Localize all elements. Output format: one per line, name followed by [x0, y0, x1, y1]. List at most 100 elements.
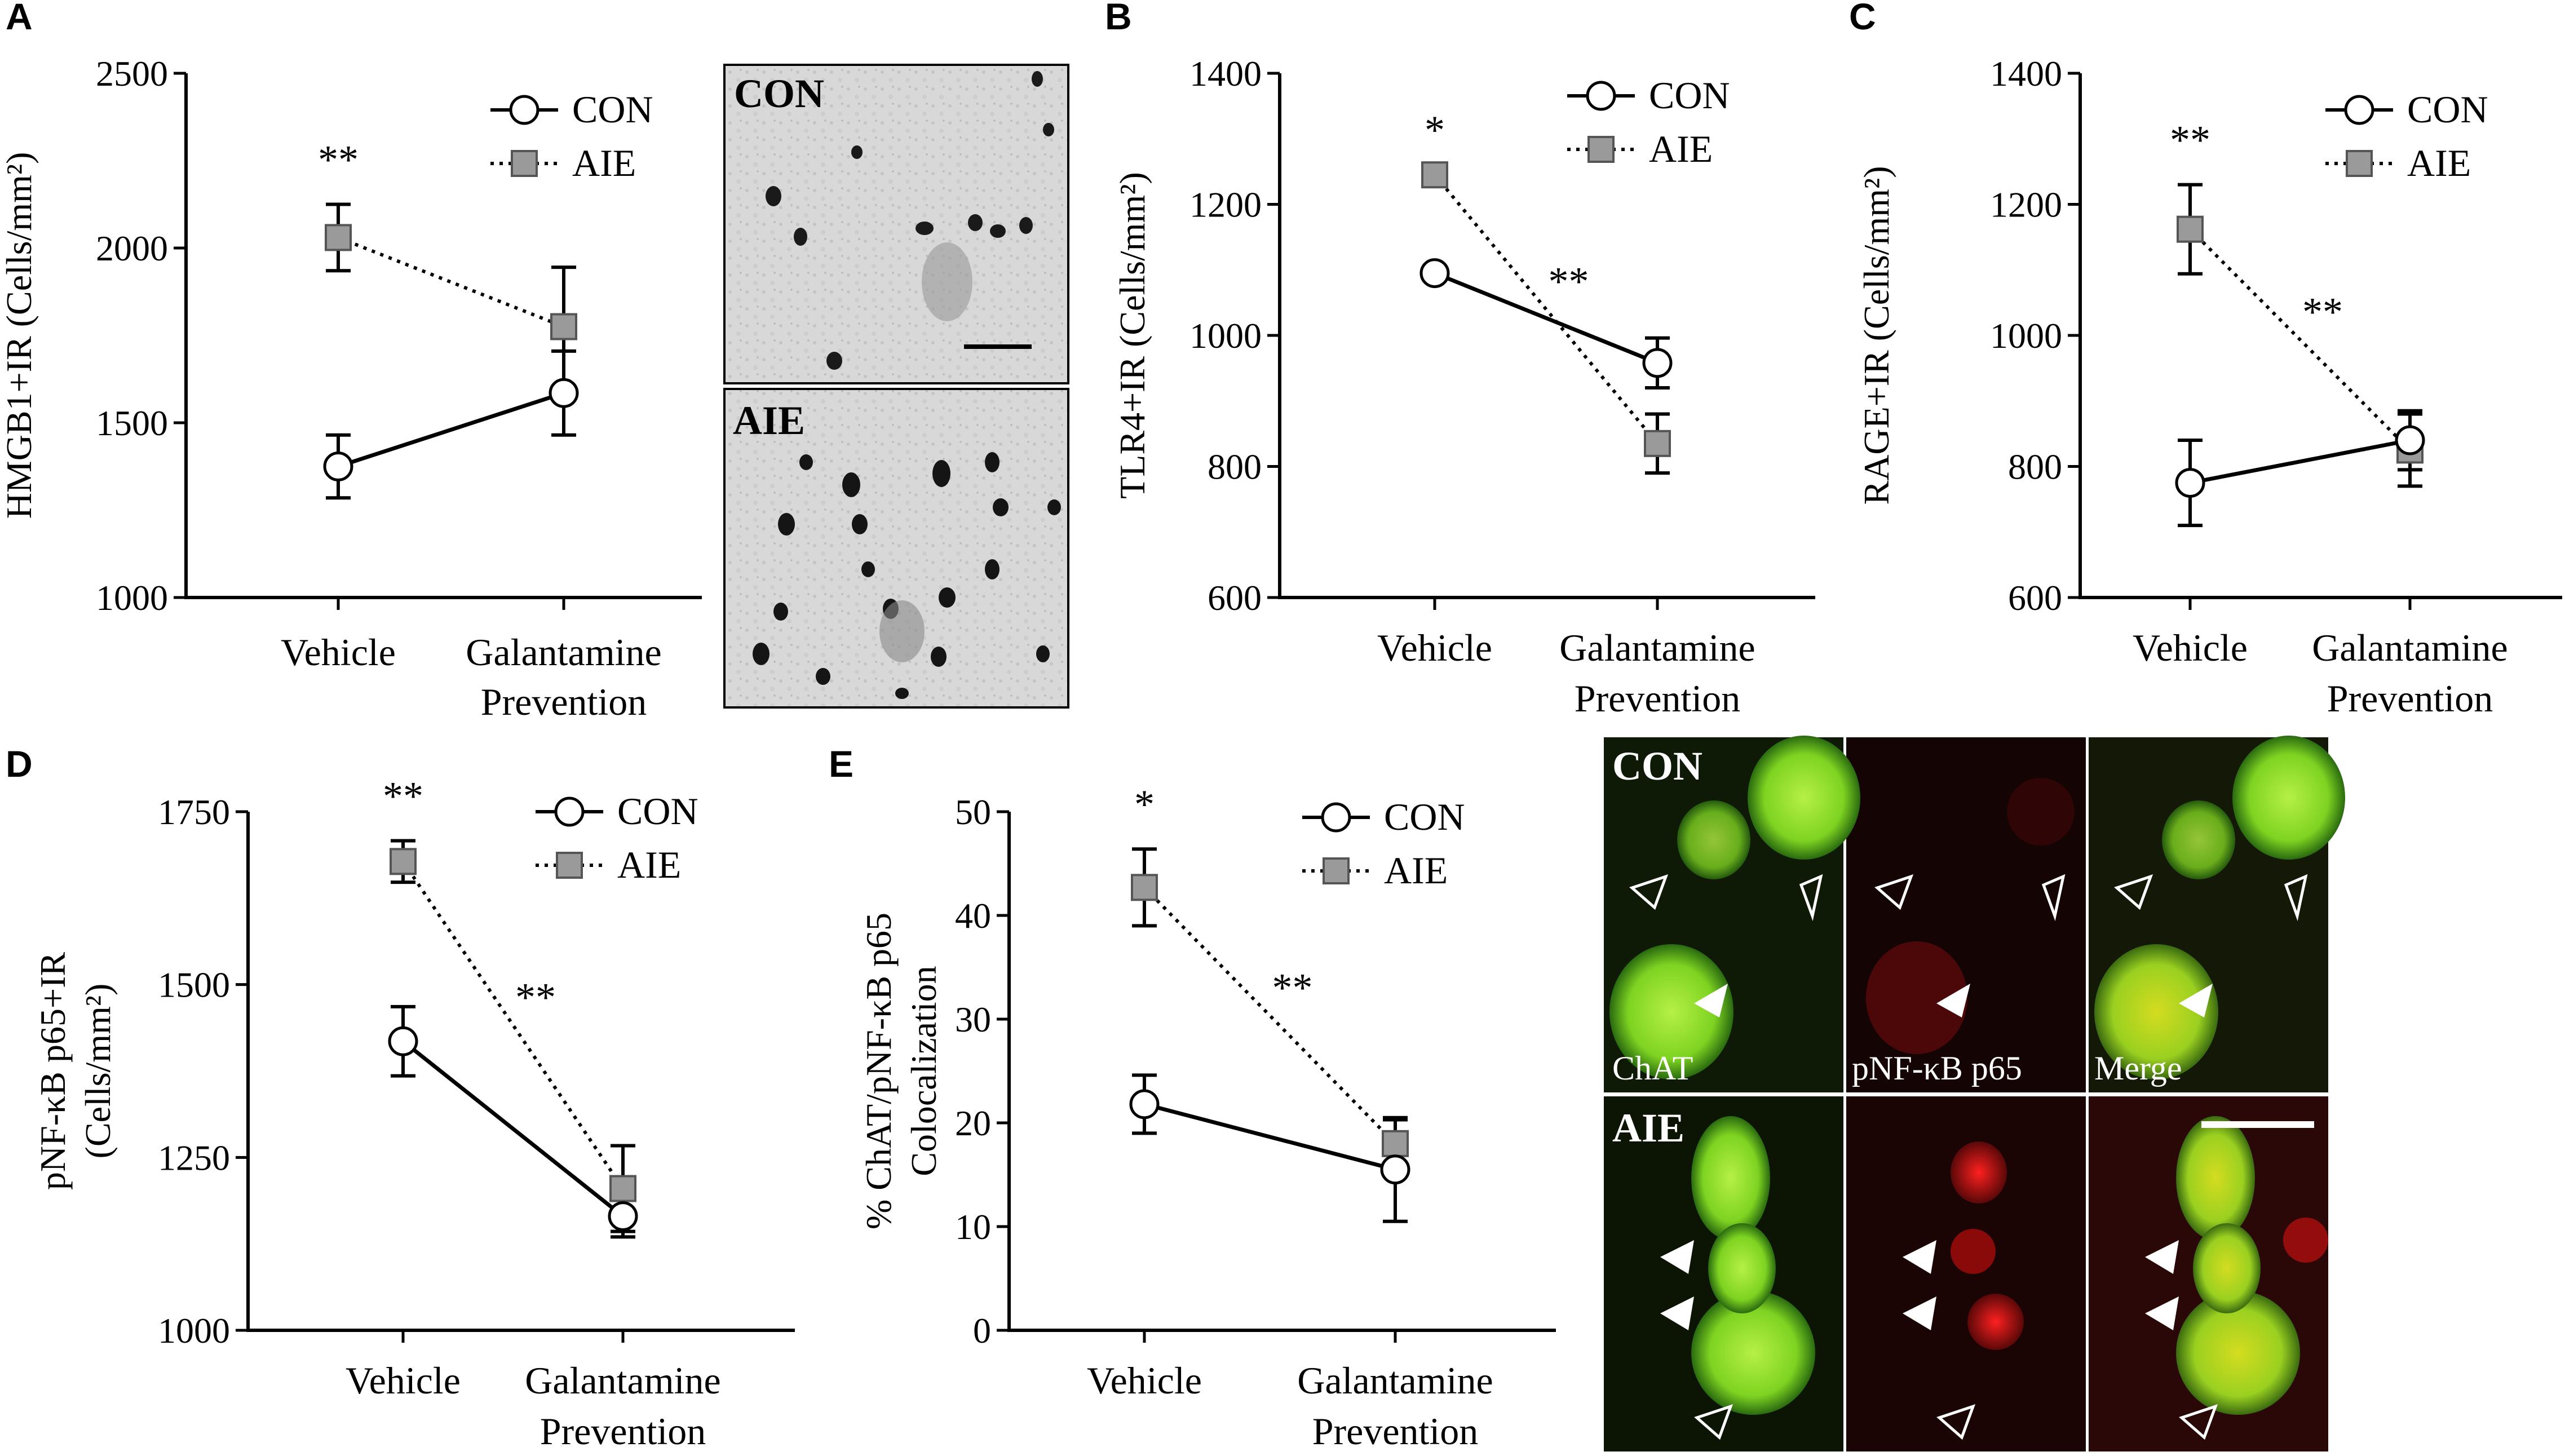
fluorescence-grid: CON AIE ChAT pNF-κB p65 Merge: [1604, 736, 2345, 1451]
micrograph-a-con-label: CON: [734, 71, 824, 116]
y-tick-label: 1500: [158, 965, 230, 1005]
series-line-con: [1144, 1102, 1396, 1172]
legend-marker-aie: [2346, 150, 2373, 177]
y-tick-label: 1000: [1990, 316, 2062, 356]
legend-label-con: CON: [1384, 795, 1465, 838]
y-tick-label: 1250: [158, 1138, 230, 1178]
fluor-channel-pnfkb-label: pNF-κB p65: [1852, 1050, 2022, 1087]
micrograph-a-con: CON: [723, 64, 1069, 384]
legend-marker-con: [1321, 802, 1351, 833]
data-point-aie: [1421, 161, 1448, 189]
legend-label-con: CON: [617, 790, 698, 833]
panel-letter-e: E: [829, 743, 853, 785]
series-line-con: [1434, 271, 1659, 365]
x-tick-label-line2: Prevention: [2327, 677, 2493, 720]
data-point-aie: [390, 848, 417, 875]
y-axis-label: % ChAT/pNF-κB p65: [859, 913, 899, 1229]
chart-panel-a: 1000 1500 2000 2500 Vehicle Galantamine Preven…: [0, 54, 702, 723]
legend-marker-con: [509, 95, 539, 125]
charts-layer: 1000 1500 2000 2500 Vehicle Galantamine Preven…: [0, 54, 2562, 1453]
micrograph-a-aie-label: AIE: [733, 398, 805, 443]
fluor-row-con-label: CON: [1612, 744, 1702, 789]
significance-marker: *: [1425, 108, 1445, 153]
chart-panel-d: 1000 1250 1500 1750 Vehicle Galantamine Preven…: [33, 774, 795, 1453]
x-tick-label-line2: Prevention: [481, 680, 647, 723]
data-point-con: [1419, 258, 1450, 289]
y-tick-label: 2500: [96, 54, 168, 94]
x-tick-label-line2: Prevention: [1312, 1410, 1479, 1453]
legend-marker-aie: [1323, 857, 1350, 884]
significance-marker: **: [2170, 118, 2210, 163]
chart-panel-b: 600 800 1000 1200 1400 Vehicle Galantamine Prev…: [1112, 54, 1815, 720]
significance-marker: **: [515, 975, 556, 1020]
legend-label-aie: AIE: [572, 141, 636, 184]
data-point-con: [549, 378, 579, 408]
x-tick-label: Galantamine: [1297, 1359, 1493, 1402]
fluor-row-aie-label: AIE: [1612, 1105, 1684, 1150]
panel-letter-c: C: [1849, 0, 1876, 37]
x-tick-label: Vehicle: [2133, 626, 2248, 669]
x-tick-label: Vehicle: [346, 1359, 461, 1402]
legend-label-aie: AIE: [1384, 849, 1448, 892]
significance-marker: *: [1134, 782, 1155, 827]
y-tick-label: 20: [955, 1103, 991, 1143]
series-line-aie: [1143, 886, 1397, 1145]
data-point-con: [1642, 348, 1673, 378]
series-line-con: [2190, 438, 2411, 485]
y-axis-label: RAGE+IR (Cells/mm²): [1856, 166, 1896, 504]
x-tick-label: Vehicle: [281, 631, 396, 674]
y-tick-label: 1000: [96, 578, 168, 618]
series-line-aie: [1433, 174, 1659, 445]
data-point-con: [608, 1201, 638, 1232]
data-point-aie: [609, 1175, 636, 1202]
data-point-aie: [2177, 215, 2204, 243]
legend-label-aie: AIE: [617, 843, 681, 886]
y-tick-label: 10: [955, 1207, 991, 1247]
x-tick-label-line2: Prevention: [1575, 677, 1741, 720]
panel-letter-b: B: [1105, 0, 1132, 37]
x-tick-label: Galantamine: [2312, 626, 2507, 669]
y-tick-label: 0: [973, 1311, 991, 1351]
data-point-con: [323, 452, 353, 481]
y-tick-label: 1000: [158, 1311, 230, 1351]
x-tick-label: Galantamine: [525, 1359, 720, 1402]
x-tick-label: Vehicle: [1087, 1359, 1202, 1402]
legend-marker-aie: [556, 852, 583, 879]
legend-label-aie: AIE: [1649, 127, 1713, 170]
y-axis-label: Colocalization: [904, 966, 944, 1176]
series-line-con: [337, 391, 565, 468]
y-tick-label: 1000: [1189, 316, 1262, 356]
data-point-con: [388, 1026, 418, 1056]
data-point-aie: [325, 224, 352, 251]
legend-label-con: CON: [572, 88, 653, 131]
x-tick-label: Galantamine: [466, 631, 661, 674]
x-tick-label-line2: Prevention: [540, 1410, 706, 1453]
series-line-aie: [2188, 228, 2412, 452]
y-tick-label: 600: [2008, 578, 2062, 618]
legend-marker-con: [2344, 95, 2374, 125]
panel-letter-d: D: [6, 743, 33, 785]
legend-marker-aie: [511, 150, 538, 177]
y-tick-label: 40: [955, 896, 991, 936]
micrograph-a-aie: AIE: [723, 388, 1069, 709]
y-tick-label: 30: [955, 999, 991, 1039]
legend-marker-con: [554, 796, 585, 827]
y-tick-label: 800: [1208, 447, 1262, 487]
legend-marker-con: [1586, 81, 1616, 111]
chart-panel-c: 600 800 1000 1200 1400 Vehicle Galantamine Prev…: [1856, 54, 2562, 720]
x-tick-label: Galantamine: [1559, 626, 1755, 669]
series-line-con: [401, 1039, 625, 1218]
series-line-aie: [401, 860, 625, 1190]
data-point-con: [1380, 1154, 1410, 1185]
y-axis-label: (Cells/mm²): [78, 984, 118, 1159]
y-axis-label: TLR4+IR (Cells/mm²): [1112, 172, 1152, 499]
y-tick-label: 50: [955, 792, 991, 832]
data-point-con: [1129, 1089, 1160, 1119]
legend-marker-aie: [1587, 136, 1615, 163]
y-tick-label: 1400: [1189, 54, 1262, 94]
y-tick-label: 1200: [1189, 185, 1262, 225]
chart-panel-e: 0 10 20 30 40 50 Vehicle Galantamine Prevention%…: [859, 782, 1556, 1453]
y-axis-label: pNF-κB p65+IR: [33, 952, 73, 1190]
y-tick-label: 2000: [96, 228, 168, 268]
